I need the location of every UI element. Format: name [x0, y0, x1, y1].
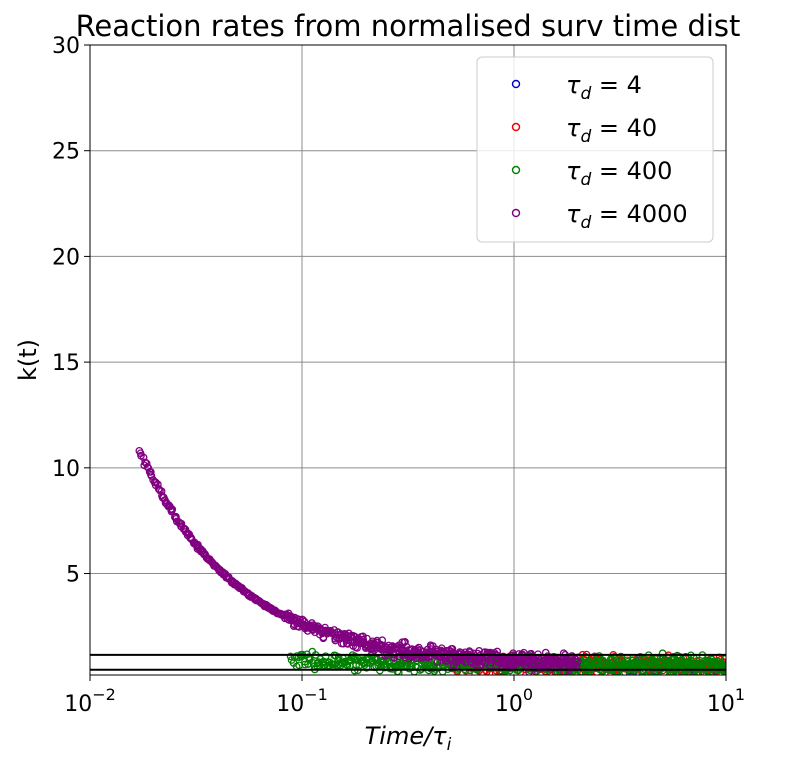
data-point	[139, 453, 148, 462]
data-point	[299, 616, 307, 624]
y-axis-label: k(t)	[14, 339, 42, 381]
data-point	[147, 472, 156, 480]
x-tick-label: 101	[707, 685, 745, 717]
data-point	[334, 653, 343, 661]
legend-marker	[511, 165, 521, 175]
legend-label-main: τ	[566, 157, 581, 185]
data-point	[401, 637, 409, 646]
legend-marker	[511, 79, 521, 89]
data-point	[559, 649, 568, 658]
legend-label-sub: d	[580, 213, 591, 233]
data-point	[362, 663, 371, 672]
data-point	[573, 657, 582, 666]
x-axis-label-sub: i	[447, 735, 452, 755]
x-tick-label: 10−1	[276, 685, 328, 717]
data-point	[658, 649, 667, 658]
y-tick-label: 25	[52, 140, 80, 165]
x-tick-base: 10	[495, 692, 523, 717]
x-tick-exponent: −2	[92, 685, 116, 704]
x-tick-label: 100	[495, 685, 533, 717]
data-point	[152, 478, 160, 487]
legend-label-main: τ	[566, 71, 581, 99]
legend-label: τd = 400	[566, 157, 672, 190]
y-tick-label: 5	[66, 563, 80, 588]
plot-frame	[89, 44, 727, 676]
x-axis-label-main: Time/τ	[365, 722, 448, 750]
data-point	[572, 655, 581, 664]
data-point	[720, 663, 726, 672]
legend-label: τd = 4000	[566, 200, 688, 233]
data-point	[301, 660, 309, 669]
legend-label-value: = 4000	[591, 200, 687, 228]
legend-label-sub: d	[580, 170, 591, 190]
legend-label-value: = 400	[591, 157, 672, 185]
x-tick-base: 10	[276, 692, 304, 717]
legend-label: τd = 4	[566, 71, 642, 104]
y-tick-label: 30	[52, 34, 80, 59]
legend-label-value: = 40	[591, 114, 657, 142]
data-points	[135, 446, 726, 675]
legend-marker	[511, 208, 521, 218]
x-tick-exponent: −1	[304, 685, 328, 704]
y-tick-label: 15	[52, 351, 80, 376]
legend-label-value: = 4	[591, 71, 642, 99]
legend-label-main: τ	[566, 114, 581, 142]
legend-label-sub: d	[580, 127, 591, 147]
data-point	[146, 468, 155, 476]
legend-label-sub: d	[580, 84, 591, 104]
legend-marker	[511, 122, 521, 132]
legend-label-main: τ	[566, 200, 581, 228]
y-tick-label: 10	[52, 457, 80, 482]
x-tick-base: 10	[64, 692, 92, 717]
series-4000	[135, 446, 582, 675]
x-ticks: 10−2 10−1 100 101	[64, 675, 745, 717]
data-point	[321, 652, 330, 661]
legend-frame	[476, 56, 714, 243]
x-tick-exponent: 0	[523, 685, 533, 704]
x-axis-label: Time/τi	[365, 722, 452, 755]
y-ticks: 5 10 15 20 25 30	[52, 34, 90, 588]
y-tick-label: 20	[52, 245, 80, 270]
x-tick-label: 10−2	[64, 685, 116, 717]
data-point	[168, 505, 177, 514]
x-tick-exponent: 1	[735, 685, 745, 704]
reference-lines	[90, 653, 726, 671]
data-point	[142, 459, 151, 468]
legend-label: τd = 40	[566, 114, 657, 147]
x-tick-base: 10	[707, 692, 735, 717]
chart-title: Reaction rates from normalised surv time…	[76, 9, 741, 43]
